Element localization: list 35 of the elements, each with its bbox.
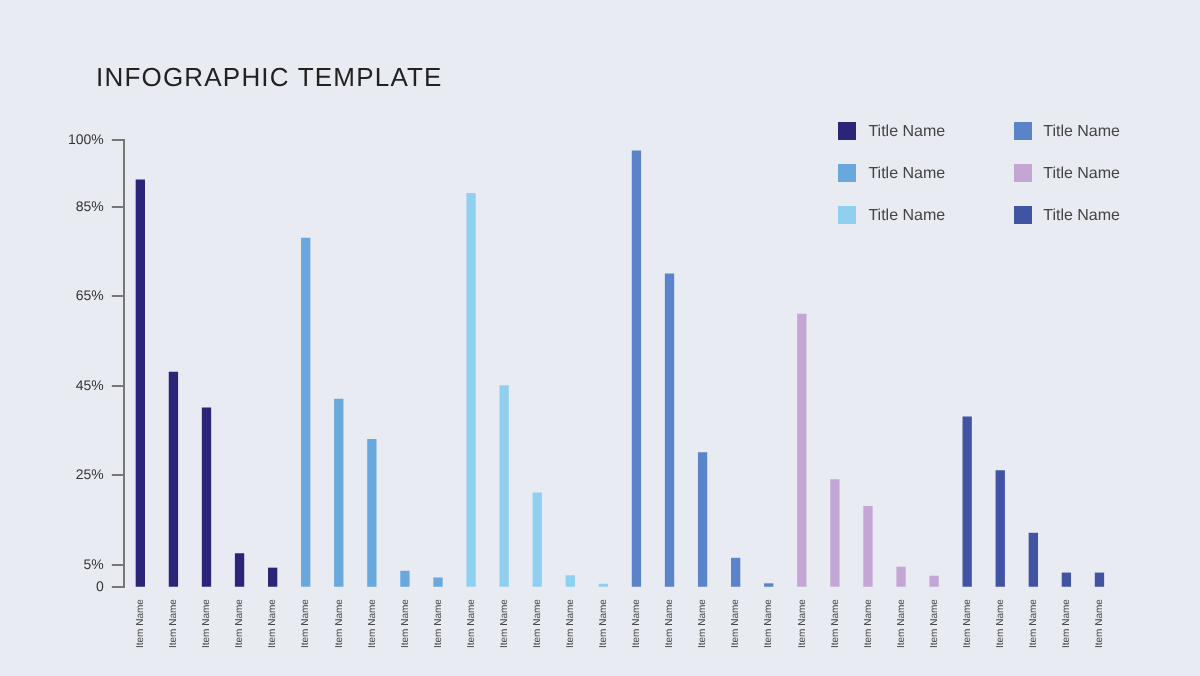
- bar: [334, 398, 344, 587]
- legend-label: Title Name: [1043, 121, 1120, 139]
- legend-label: Title Name: [868, 205, 946, 223]
- bar: [267, 567, 278, 587]
- bar: [135, 179, 145, 587]
- bar: [466, 192, 476, 587]
- bar: [301, 237, 311, 587]
- bar: [731, 557, 741, 587]
- bar: [962, 416, 972, 587]
- bar: [565, 575, 575, 587]
- bar: [697, 452, 708, 587]
- bar: [1061, 572, 1072, 587]
- bar: [1094, 572, 1105, 587]
- bar: [830, 479, 840, 587]
- bar: [201, 407, 212, 587]
- bar: [896, 566, 906, 587]
- bar: [929, 575, 939, 587]
- bar: [1028, 532, 1038, 587]
- legend-label: Title Name: [1043, 205, 1120, 223]
- bar: [400, 570, 410, 587]
- legend-label: Title Name: [868, 163, 946, 181]
- chart-title: INFOGRAPHIC TEMPLATE: [96, 62, 443, 92]
- bar: [863, 505, 873, 587]
- bar: [499, 385, 509, 587]
- bar: [664, 273, 675, 587]
- bar: [532, 492, 542, 587]
- bar: [367, 438, 377, 587]
- bar: [631, 150, 642, 587]
- bar: [168, 371, 179, 587]
- bar: [234, 553, 245, 587]
- legend-label: Title Name: [868, 121, 946, 139]
- bar: [433, 577, 443, 587]
- bar: [995, 470, 1005, 587]
- legend-label: Title Name: [1043, 163, 1120, 181]
- bar: [797, 313, 807, 587]
